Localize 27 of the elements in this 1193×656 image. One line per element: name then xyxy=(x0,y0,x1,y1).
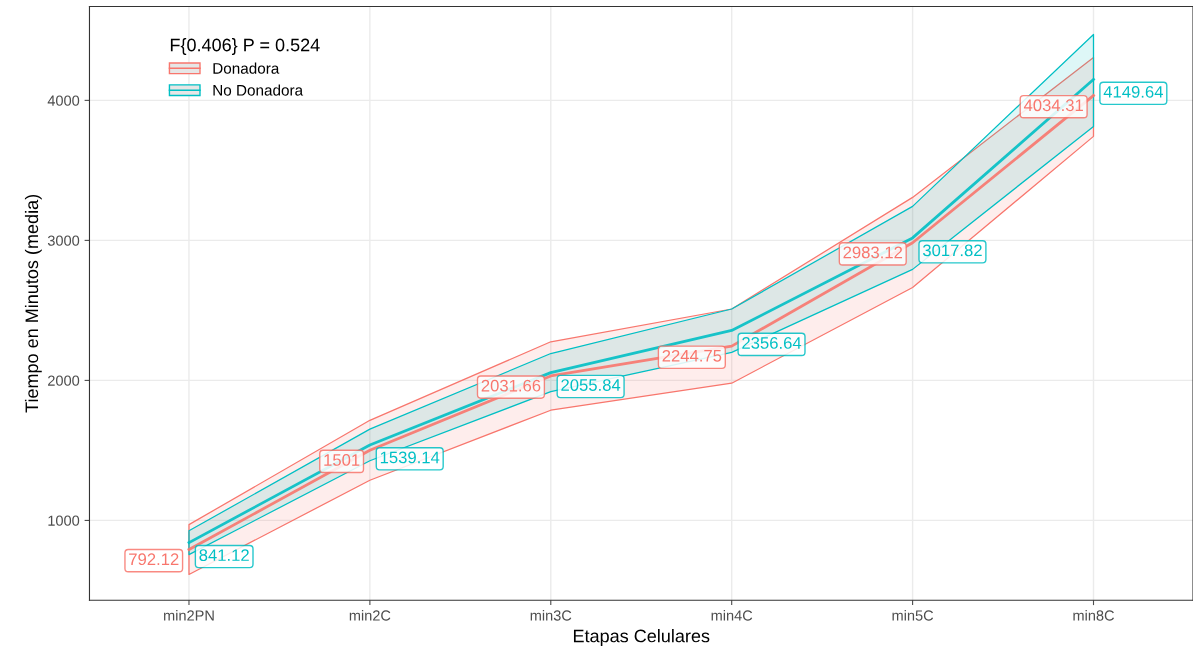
legend-label: No Donadora xyxy=(213,84,304,96)
data-label: 841.12 xyxy=(199,549,249,562)
y-tick-label: 2000 xyxy=(48,375,80,386)
x-tick-label: min5C xyxy=(892,609,934,621)
data-label: 4149.64 xyxy=(1103,85,1163,98)
y-tick-label: 1000 xyxy=(48,515,80,526)
data-label: 2244.75 xyxy=(662,349,722,362)
y-axis-title: Tiempo en Minutos (media) xyxy=(24,194,42,413)
data-label: 792.12 xyxy=(129,553,179,566)
legend-title: F{0.406} P = 0.524 xyxy=(170,38,320,55)
data-label: 2983.12 xyxy=(843,246,903,259)
data-label: 3017.82 xyxy=(922,244,982,257)
y-tick-label: 4000 xyxy=(47,95,80,106)
data-label: 2356.64 xyxy=(742,337,802,349)
y-tick-label: 3000 xyxy=(47,235,80,246)
data-label: 2031.66 xyxy=(481,379,541,392)
legend-label: Donadora xyxy=(213,62,280,74)
data-label: 2055.84 xyxy=(561,379,621,391)
x-axis-title: Etapas Celulares xyxy=(573,629,710,646)
x-tick-label: min2C xyxy=(349,609,391,621)
data-label: 1501 xyxy=(324,454,360,466)
x-tick-label: min2PN xyxy=(164,609,214,621)
x-tick-label: min3C xyxy=(530,609,572,621)
data-label: 1539.14 xyxy=(380,451,440,464)
data-label: 4034.31 xyxy=(1023,99,1083,112)
x-tick-label: min8C xyxy=(1073,609,1115,621)
x-tick-label: min4C xyxy=(711,609,753,621)
